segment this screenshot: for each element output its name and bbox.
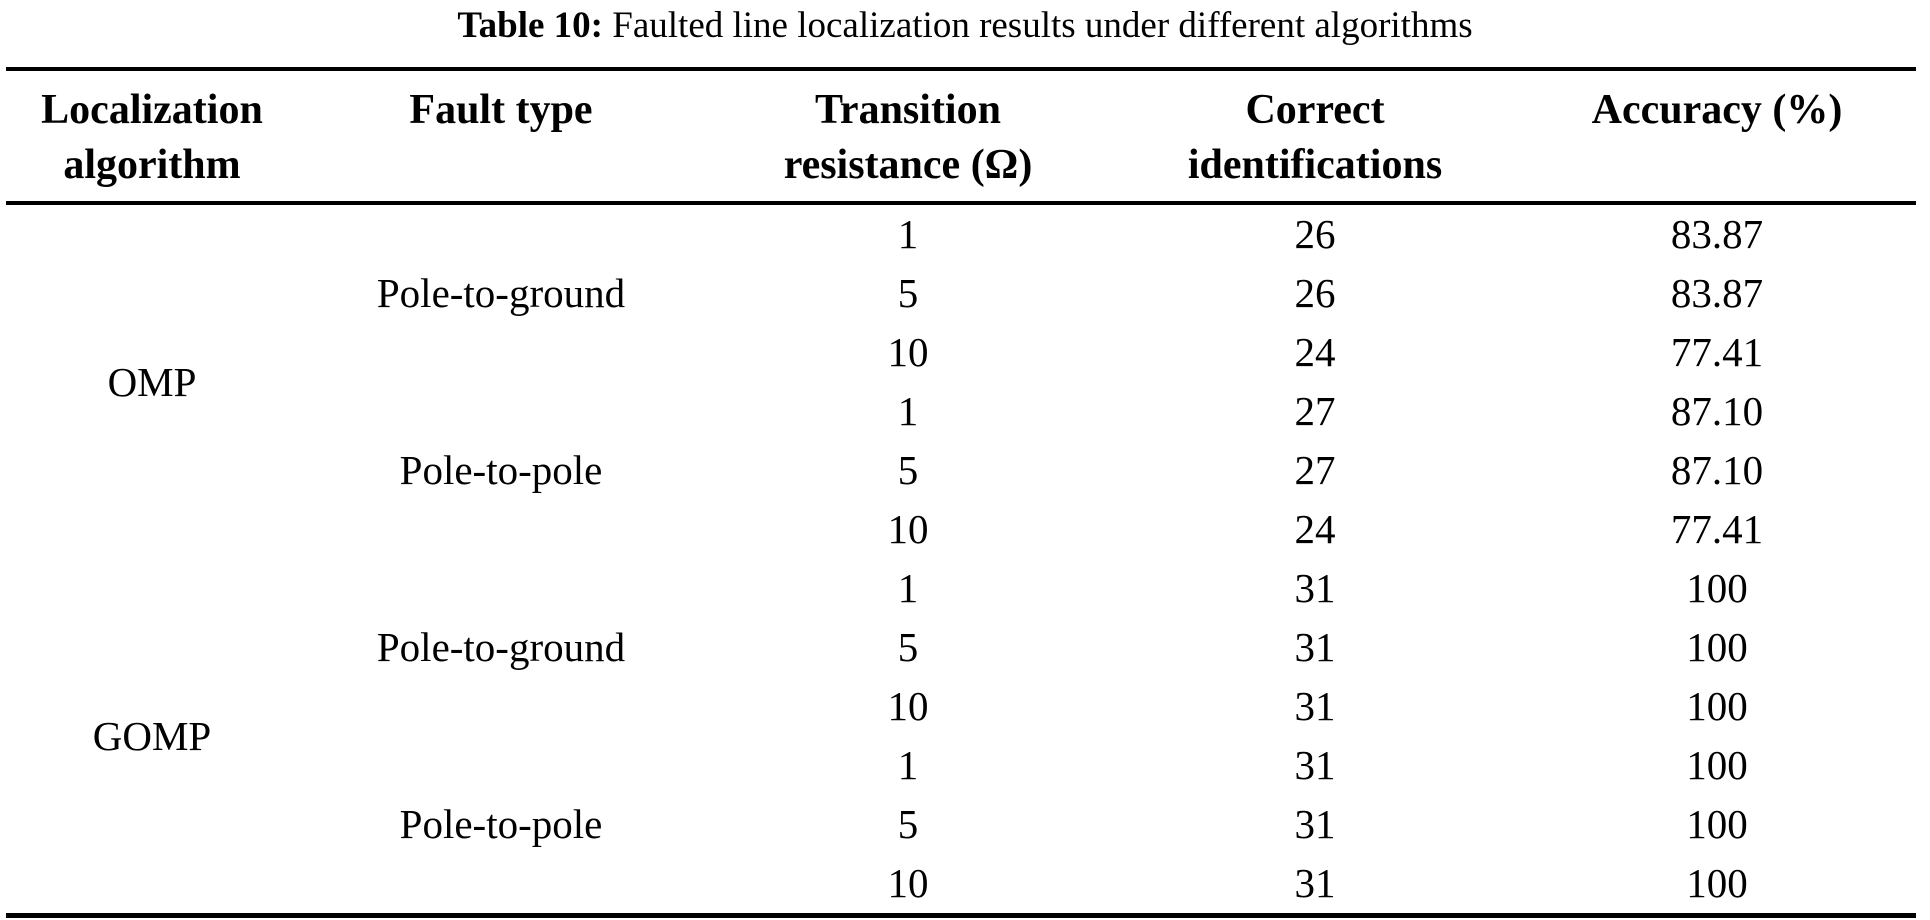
fault-type-cell: Pole-to-ground	[376, 624, 626, 670]
correct-cell: 31	[1294, 742, 1336, 788]
header-line: Accuracy (%)	[1591, 87, 1843, 133]
table-row: 5 27 87.10	[6, 441, 1916, 500]
accuracy-cell: 87.10	[1670, 447, 1764, 493]
correct-cell: 31	[1294, 860, 1336, 906]
algorithm-cell: GOMP	[92, 712, 212, 759]
table-row: 10 31 100	[6, 677, 1916, 736]
accuracy-cell: 100	[1686, 801, 1748, 847]
header-line: Transition	[815, 87, 1001, 133]
caption-title: Faulted line localization results under …	[603, 5, 1473, 46]
accuracy-cell: 100	[1686, 565, 1748, 611]
table-row: 10 24 77.41	[6, 500, 1916, 559]
header-line: resistance (Ω)	[783, 142, 1033, 188]
accuracy-cell: 77.41	[1670, 506, 1764, 552]
header-line: Localization	[41, 87, 263, 133]
correct-cell: 27	[1294, 388, 1336, 434]
accuracy-cell: 83.87	[1670, 211, 1764, 257]
fault-type-cell: Pole-to-pole	[399, 801, 603, 847]
resistance-cell: 1	[897, 388, 919, 434]
resistance-cell: 1	[897, 742, 919, 788]
table-row: 5 31 100	[6, 618, 1916, 677]
resistance-cell: 5	[897, 801, 919, 847]
fault-type-cell: Pole-to-ground	[376, 270, 626, 316]
header-line: algorithm	[63, 142, 241, 188]
header-localization-algorithm: Localization algorithm	[6, 69, 298, 205]
accuracy-cell: 87.10	[1670, 388, 1764, 434]
table-row: 10 24 77.41	[6, 323, 1916, 382]
resistance-cell: 10	[887, 683, 929, 729]
accuracy-cell: 100	[1686, 683, 1748, 729]
correct-cell: 31	[1294, 624, 1336, 670]
resistance-cell: 10	[887, 860, 929, 906]
correct-cell: 26	[1294, 270, 1336, 316]
table-row: OMP Pole-to-ground 1 26 83.87	[6, 203, 1916, 403]
resistance-cell: 5	[897, 447, 919, 493]
header-row: Localization algorithm Fault type Transi…	[6, 69, 1916, 205]
accuracy-cell: 77.41	[1670, 329, 1764, 375]
resistance-cell: 10	[887, 506, 929, 552]
caption-table-number: Table 10:	[457, 5, 604, 46]
correct-cell: 24	[1294, 329, 1336, 375]
table-row: Pole-to-pole 1 27 87.10	[6, 382, 1916, 491]
header-fault-type: Fault type	[298, 69, 704, 205]
header-line: identifications	[1187, 142, 1443, 188]
header-correct-identifications: Correct identifications	[1112, 69, 1518, 205]
correct-cell: 27	[1294, 447, 1336, 493]
accuracy-cell: 100	[1686, 860, 1748, 906]
resistance-cell: 5	[897, 624, 919, 670]
header-line: Fault type	[409, 87, 593, 133]
resistance-cell: 1	[897, 565, 919, 611]
header-line: Correct	[1245, 87, 1385, 133]
table-row: 10 31 100	[6, 854, 1916, 916]
fault-type-cell: Pole-to-pole	[399, 447, 603, 493]
resistance-cell: 10	[887, 329, 929, 375]
table-row: GOMP Pole-to-ground 1 31 100	[6, 559, 1916, 756]
header-transition-resistance: Transition resistance (Ω)	[704, 69, 1112, 205]
table-row: 5 31 100	[6, 795, 1916, 854]
table-caption: Table 10: Faulted line localization resu…	[0, 0, 1930, 52]
correct-cell: 31	[1294, 683, 1336, 729]
correct-cell: 26	[1294, 211, 1336, 257]
table-row: 5 26 83.87	[6, 264, 1916, 323]
accuracy-cell: 100	[1686, 624, 1748, 670]
accuracy-cell: 100	[1686, 742, 1748, 788]
header-accuracy: Accuracy (%)	[1518, 69, 1916, 205]
correct-cell: 24	[1294, 506, 1336, 552]
correct-cell: 31	[1294, 801, 1336, 847]
resistance-cell: 5	[897, 270, 919, 316]
resistance-cell: 1	[897, 211, 919, 257]
correct-cell: 31	[1294, 565, 1336, 611]
algorithm-cell: OMP	[107, 358, 197, 405]
results-table: Localization algorithm Fault type Transi…	[6, 67, 1916, 918]
table-row: Pole-to-pole 1 31 100	[6, 736, 1916, 845]
accuracy-cell: 83.87	[1670, 270, 1764, 316]
